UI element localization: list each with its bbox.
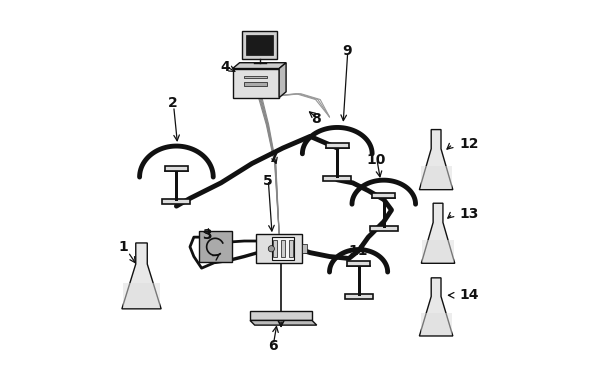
Text: 2: 2 [168,96,177,110]
Bar [233,68,279,98]
Polygon shape [419,278,453,336]
Bar [302,244,307,253]
Text: 3: 3 [202,228,212,242]
Bar [273,240,277,258]
Bar [123,283,160,308]
Text: 6: 6 [269,339,278,353]
Bar [420,313,452,335]
Bar [372,193,395,198]
Polygon shape [279,63,286,98]
Text: 11: 11 [349,244,368,258]
Text: 9: 9 [342,44,352,58]
Text: 5: 5 [263,174,272,188]
Bar [281,240,285,258]
Polygon shape [421,203,455,263]
Bar [165,166,188,171]
Text: 7: 7 [269,151,278,165]
Text: 4: 4 [220,60,230,74]
Bar [246,35,273,55]
Bar [244,76,267,78]
Text: 12: 12 [459,137,479,151]
Bar [370,226,398,231]
Text: 8: 8 [311,112,321,126]
Bar [420,166,452,189]
Bar [256,234,302,263]
Bar [199,231,232,262]
Bar [347,261,370,266]
Bar [242,31,277,59]
Polygon shape [419,130,453,190]
Text: 13: 13 [459,207,479,221]
Text: 1: 1 [118,240,128,254]
Circle shape [268,246,275,252]
Bar [272,237,294,260]
Bar [423,240,454,262]
Bar [324,176,351,181]
Polygon shape [233,63,286,68]
Polygon shape [122,243,161,309]
Bar [244,82,267,86]
Text: 14: 14 [459,288,479,302]
Bar [250,311,312,321]
Bar [325,143,349,148]
Text: 10: 10 [367,152,386,166]
Bar [289,240,293,258]
Bar [344,294,373,299]
Bar [162,199,190,204]
Polygon shape [250,321,317,325]
